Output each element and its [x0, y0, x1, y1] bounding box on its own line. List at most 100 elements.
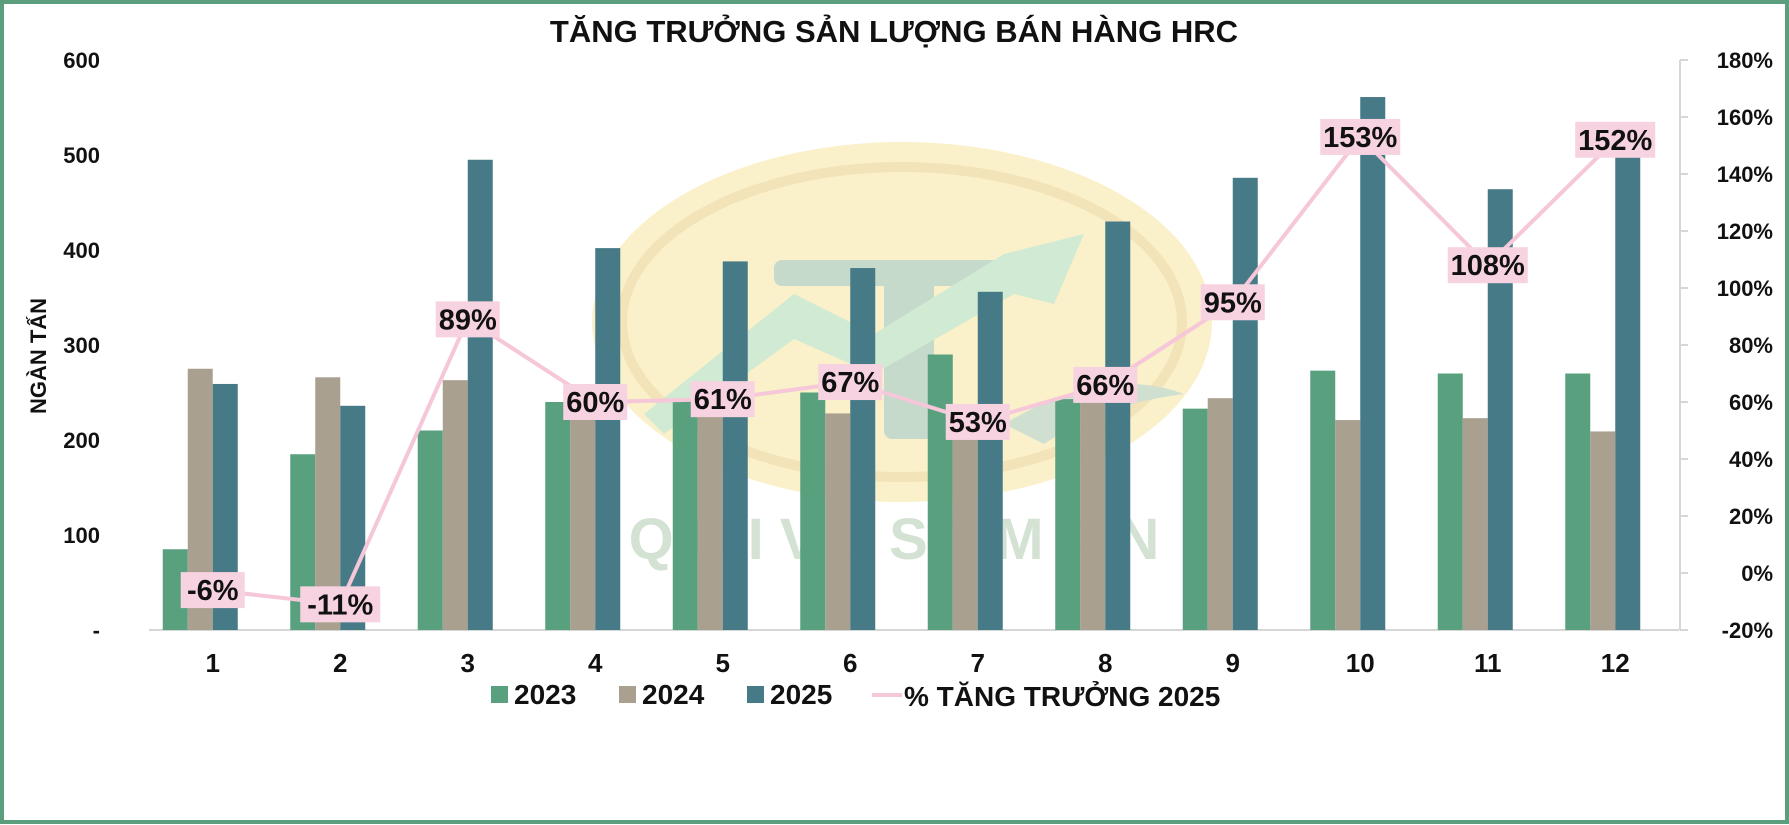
growth-data-label: -11%	[307, 589, 373, 621]
bar-2023-month-4	[545, 402, 571, 630]
bar-2025-month-3	[467, 159, 493, 630]
growth-label-box	[563, 384, 628, 420]
growth-data-label: 61%	[694, 384, 752, 416]
bar-2025-month-5	[722, 261, 748, 630]
right-y-tick-label: 20%	[1729, 504, 1773, 529]
right-y-tick-label: 140%	[1717, 162, 1773, 187]
left-y-tick-label: 400	[63, 238, 100, 263]
growth-line-series	[212, 134, 1617, 607]
bar-2024-month-12	[1590, 431, 1616, 630]
bar-2025-month-7	[977, 291, 1003, 630]
right-y-tick-label: 180%	[1717, 48, 1773, 73]
x-ticks: 1 2 3 4 5 6 7 8 9 10 11 12	[206, 648, 1630, 678]
legend-label-growth: % TĂNG TRƯỞNG 2025	[904, 680, 1220, 712]
growth-label-box	[1447, 247, 1528, 284]
x-tick-label: 6	[843, 648, 857, 678]
growth-label-box	[1320, 118, 1401, 155]
growth-label-box	[1073, 366, 1138, 403]
bar-2025-month-10	[1360, 97, 1386, 631]
bar-2023-month-11	[1437, 373, 1463, 630]
x-tick-label: 3	[461, 648, 475, 678]
bar-2025-month-12	[1615, 150, 1641, 630]
left-y-tick-label: 600	[63, 48, 100, 73]
bar-2023-month-9	[1182, 408, 1208, 630]
growth-data-label: 67%	[821, 367, 879, 399]
growth-label-box	[1200, 284, 1265, 321]
growth-label-box	[180, 572, 245, 609]
x-tick-label: 2	[333, 648, 347, 678]
left-y-tick-label: -	[93, 618, 100, 643]
x-tick-label: 12	[1601, 648, 1630, 678]
legend-label-2023: 2023	[514, 679, 576, 710]
x-tick-label: 5	[716, 648, 730, 678]
growth-data-label: 89%	[439, 304, 497, 336]
left-y-tick-label: 300	[63, 333, 100, 358]
bar-2023-month-8	[1055, 399, 1081, 630]
bar-2023-month-5	[672, 399, 698, 630]
bar-2024-month-4	[570, 397, 596, 630]
growth-data-label: 60%	[566, 387, 624, 419]
growth-label-box	[300, 586, 381, 623]
growth-data-label: 66%	[1076, 370, 1134, 402]
growth-label-box	[818, 364, 883, 401]
x-tick-label: 4	[588, 648, 603, 678]
growth-label-box	[945, 403, 1010, 440]
left-y-tick-label: 500	[63, 143, 100, 168]
bar-2024-month-8	[1080, 402, 1106, 630]
growth-data-label: 108%	[1451, 250, 1525, 282]
right-y-tick-label: 100%	[1717, 276, 1773, 301]
growth-data-label: 53%	[949, 407, 1007, 439]
bar-2024-month-7	[952, 435, 978, 630]
right-y-tick-label: 0%	[1741, 561, 1773, 586]
legend-swatch-2024	[619, 686, 636, 703]
growth-data-label: 152%	[1578, 125, 1652, 157]
right-y-tick-label: 40%	[1729, 447, 1773, 472]
right-y-tick-label: 60%	[1729, 390, 1773, 415]
legend-swatch-2023	[491, 686, 508, 703]
x-tick-label: 10	[1346, 648, 1375, 678]
right-y-tick-label: 80%	[1729, 333, 1773, 358]
bar-2025-month-8	[1105, 221, 1131, 630]
bar-2023-month-3	[417, 430, 443, 630]
bar-2024-month-3	[442, 380, 468, 630]
x-tick-label: 7	[971, 648, 985, 678]
right-y-tick-label: 160%	[1717, 105, 1773, 130]
bar-2025-month-6	[850, 268, 876, 630]
legend-label-2024: 2024	[642, 679, 705, 710]
growth-line	[212, 134, 1617, 607]
legend-label-2025: 2025	[770, 679, 832, 710]
growth-data-label: 153%	[1323, 122, 1397, 154]
growth-data-label: 95%	[1204, 287, 1262, 319]
bar-2025-month-9	[1232, 177, 1258, 631]
bar-2024-month-11	[1462, 418, 1488, 630]
right-y-tick-label: -20%	[1722, 618, 1773, 643]
bar-2024-month-6	[825, 413, 851, 630]
bar-2023-month-6	[800, 392, 826, 630]
y-axis-label: NGÀN TẤN	[26, 298, 51, 414]
right-y-tick-label: 120%	[1717, 219, 1773, 244]
growth-data-labels: -6% -11% 89% 60% 61% 67% 53% 66% 95% 153% 108% 152%	[180, 118, 1656, 623]
x-tick-label: 9	[1226, 648, 1240, 678]
growth-label-box	[435, 301, 500, 338]
bar-2025-month-4	[595, 248, 621, 630]
growth-data-label: -6%	[187, 575, 239, 607]
x-tick-label: 1	[206, 648, 220, 678]
hrc-sales-chart: QUIVESTMAN TĂNG TRƯỞNG SẢN LƯỢNG BÁN HÀN…	[26, 13, 1773, 712]
right-y-ticks: -20% 0% 20% 40% 60% 80% 100% 120% 140% 160% 180%	[1680, 48, 1773, 643]
growth-label-box	[1575, 121, 1656, 158]
x-tick-label: 8	[1098, 648, 1112, 678]
x-tick-label: 11	[1474, 648, 1502, 678]
bar-2024-month-10	[1335, 420, 1361, 630]
bar-2024-month-9	[1207, 398, 1233, 630]
bar-2023-month-7	[927, 354, 953, 630]
left-y-tick-label: 100	[63, 523, 100, 548]
chart-title: TĂNG TRƯỞNG SẢN LƯỢNG BÁN HÀNG HRC	[550, 13, 1238, 49]
bar-2023-month-10	[1310, 370, 1336, 630]
bar-2024-month-5	[697, 402, 723, 630]
left-y-tick-label: 200	[63, 428, 100, 453]
bar-2023-month-12	[1565, 373, 1591, 630]
legend-swatch-2025	[747, 686, 764, 703]
legend: 2023 2024 2025 % TĂNG TRƯỞNG 2025	[491, 679, 1220, 712]
growth-label-box	[690, 381, 755, 418]
